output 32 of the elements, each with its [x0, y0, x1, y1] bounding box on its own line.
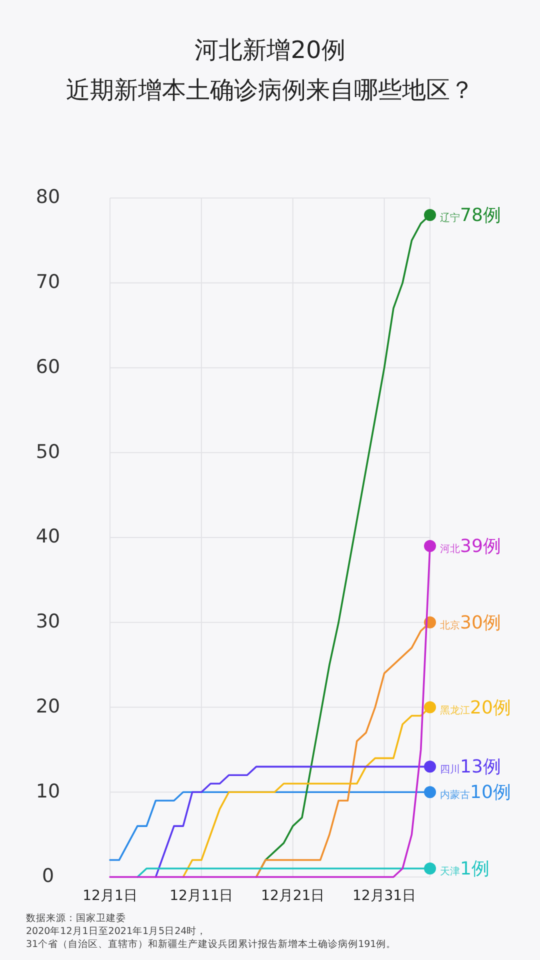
series-label: 天津	[440, 866, 460, 878]
source-note: 数据来源：国家卫建委	[26, 912, 126, 924]
data-label: 39例	[460, 536, 501, 557]
x-tick-label: 12月31日	[352, 888, 416, 904]
x-tick-label: 12月1日	[82, 888, 138, 904]
data-label: 20例	[470, 697, 511, 718]
series-label: 北京	[440, 619, 460, 632]
chart-subtitle: 近期新增本土确诊病例来自哪些地区？	[66, 76, 474, 104]
y-tick-label: 60	[36, 356, 60, 378]
data-label: 10例	[470, 782, 511, 804]
x-tick-label: 12月21日	[261, 888, 325, 904]
y-tick-label: 20	[36, 695, 60, 718]
series-label: 内蒙古	[440, 789, 470, 802]
data-label: 78例	[460, 204, 501, 226]
series-label: 四川	[440, 764, 460, 776]
data-label: 30例	[460, 612, 501, 634]
y-tick-label: 70	[36, 271, 60, 294]
series-label: 河北	[440, 542, 460, 555]
y-tick-label: 80	[36, 186, 60, 208]
series-label: 辽宁	[440, 212, 460, 224]
data-label: 13例	[460, 756, 501, 778]
text: 2020年12月1日至2021年1月5日24时，	[26, 925, 207, 937]
data-label: 1例	[460, 858, 490, 880]
y-tick-label: 40	[36, 526, 60, 548]
y-tick-label: 0	[42, 865, 54, 888]
y-tick-label: 30	[36, 610, 60, 633]
chart-title: 河北新增20例	[194, 36, 346, 64]
text: 31个省（自治区、直辖市）和新疆生产建设兵团累计报告新增本土确诊病例191例。	[26, 938, 396, 950]
series-label: 黑龙江	[440, 704, 470, 716]
y-tick-label: 50	[36, 440, 60, 463]
x-tick-label: 12月11日	[170, 888, 234, 904]
y-tick-label: 10	[36, 780, 60, 802]
